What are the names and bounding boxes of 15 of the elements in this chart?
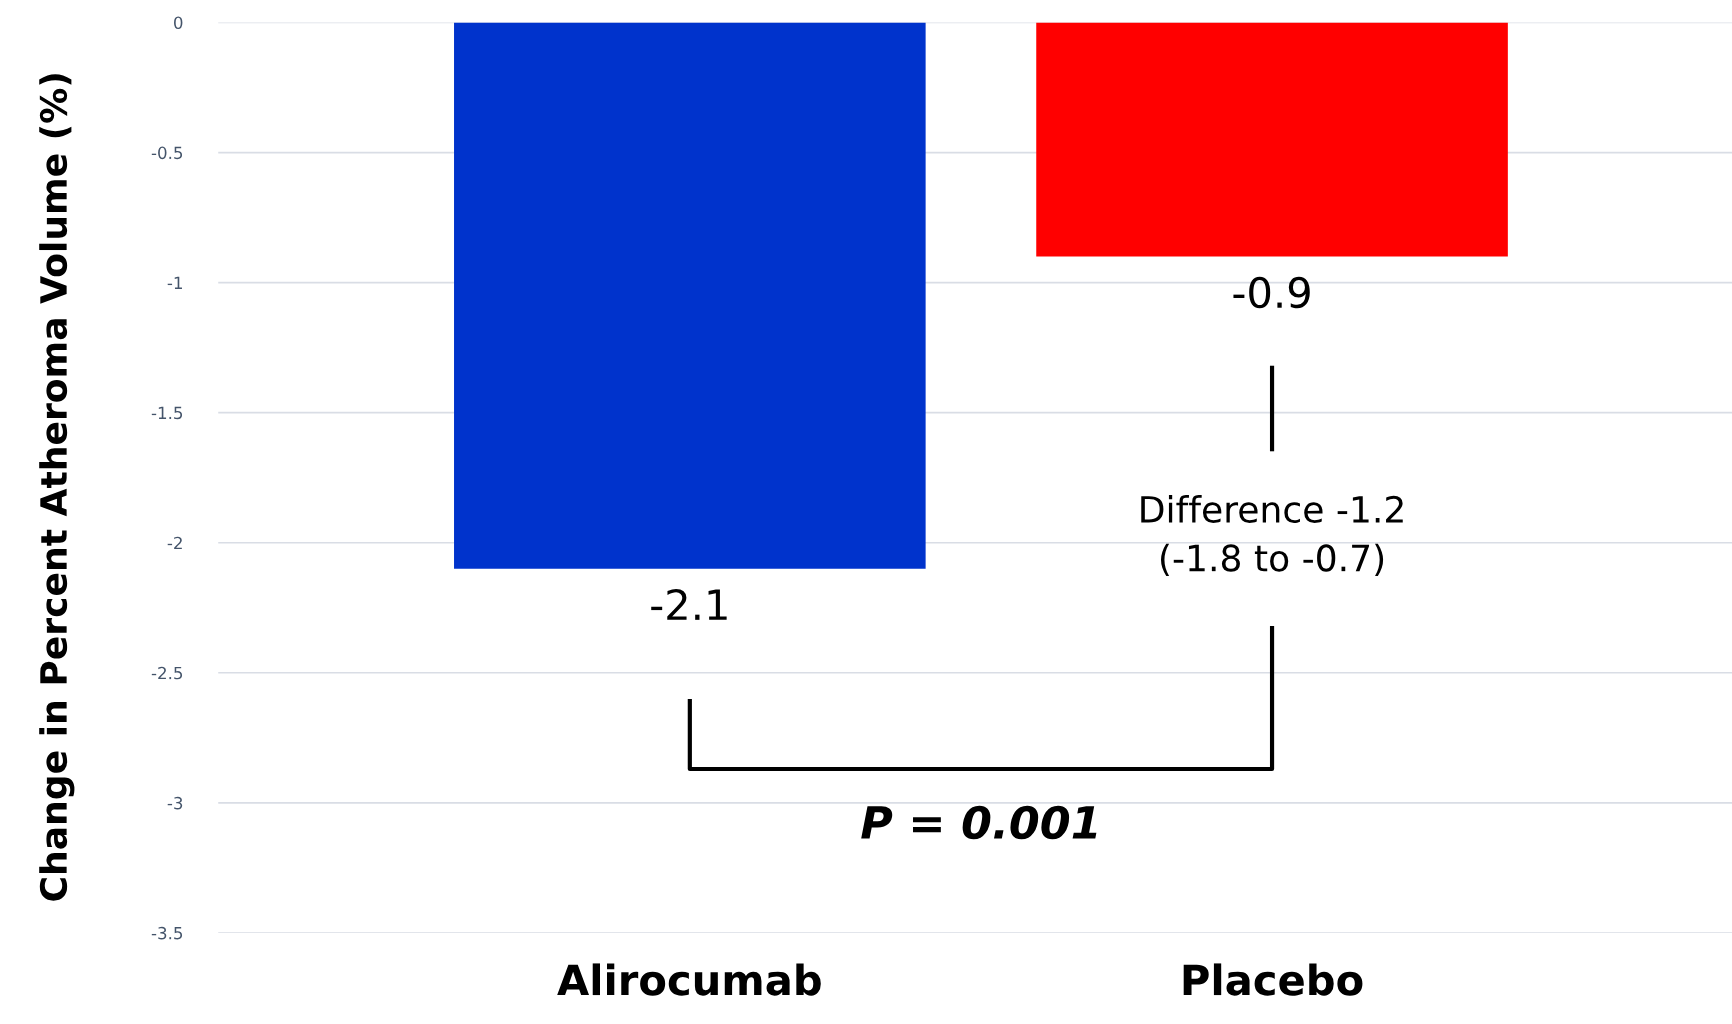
data-label: -0.9 (1233, 276, 1310, 309)
y-tick-label: -3.5 (151, 926, 183, 940)
annotation: Difference -1.2 (-1.8 to -0.7) (1141, 495, 1403, 576)
y-axis-title: Change in Percent Atheroma Volume (%) (39, 74, 75, 901)
y-tick-label: 0 (174, 16, 183, 30)
x-tick-label: Alirocumab (557, 963, 821, 996)
annotation: P = 0.001 (861, 805, 1097, 840)
y-tick-label: -2 (167, 536, 182, 550)
x-tick-label: Placebo (1183, 963, 1363, 996)
y-tick-label: -3 (167, 796, 183, 810)
data-label: -2.1 (651, 588, 727, 620)
y-tick-label: -1.5 (151, 406, 183, 420)
y-tick-label: -1 (167, 276, 182, 289)
y-tick-label: -2.5 (151, 666, 183, 680)
y-tick-label: -0.5 (151, 146, 183, 160)
